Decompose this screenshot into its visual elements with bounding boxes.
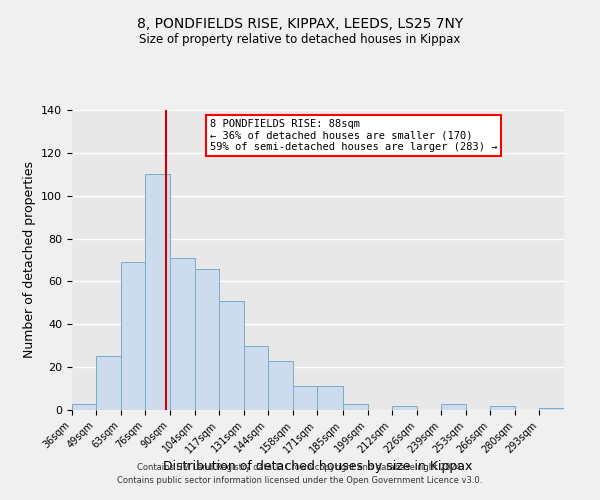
Bar [72, 404, 95, 410]
Y-axis label: Number of detached properties: Number of detached properties [23, 162, 35, 358]
Text: 8 PONDFIELDS RISE: 88sqm
← 36% of detached houses are smaller (170)
59% of semi-: 8 PONDFIELDS RISE: 88sqm ← 36% of detach… [210, 119, 497, 152]
Bar [145, 174, 170, 410]
Bar [392, 406, 417, 410]
Bar [219, 300, 244, 410]
Text: Contains public sector information licensed under the Open Government Licence v3: Contains public sector information licen… [118, 476, 482, 485]
Bar [440, 404, 466, 410]
Bar [490, 406, 515, 410]
Bar [539, 408, 564, 410]
Bar [170, 258, 196, 410]
Text: 8, PONDFIELDS RISE, KIPPAX, LEEDS, LS25 7NY: 8, PONDFIELDS RISE, KIPPAX, LEEDS, LS25 … [137, 18, 463, 32]
Bar [343, 404, 368, 410]
Text: Size of property relative to detached houses in Kippax: Size of property relative to detached ho… [139, 32, 461, 46]
Bar [293, 386, 317, 410]
Bar [244, 346, 268, 410]
Bar [121, 262, 145, 410]
Bar [268, 360, 293, 410]
Bar [95, 356, 121, 410]
Text: Contains HM Land Registry data © Crown copyright and database right 2024.: Contains HM Land Registry data © Crown c… [137, 464, 463, 472]
Bar [317, 386, 343, 410]
X-axis label: Distribution of detached houses by size in Kippax: Distribution of detached houses by size … [163, 460, 473, 473]
Bar [196, 268, 219, 410]
